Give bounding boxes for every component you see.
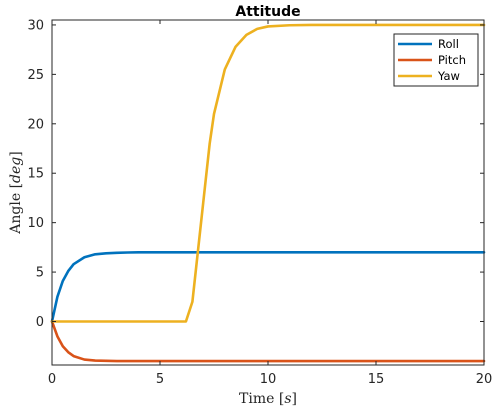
x-tick-label: 5	[156, 372, 164, 387]
y-axis-label-bracket-close: ]	[8, 151, 24, 156]
legend-label-yaw: Yaw	[437, 69, 460, 83]
plot-lines	[50, 23, 486, 363]
series-line-pitch	[50, 320, 486, 363]
legend-label-pitch: Pitch	[438, 53, 466, 67]
y-tick-label: 20	[27, 117, 44, 132]
x-axis-label-unit: s	[284, 391, 291, 407]
x-axis-label-bracket-close: ]	[292, 391, 297, 407]
y-tick-label: 30	[27, 18, 44, 33]
y-tick-label: 10	[27, 216, 44, 231]
x-axis-label-prefix: Time	[239, 391, 279, 407]
y-ticks: 0 5 10 15 20 25 30	[27, 18, 484, 330]
x-tick-label: 0	[48, 372, 56, 387]
x-tick-label: 10	[260, 372, 277, 387]
x-axis-label-bracket-open: [	[279, 391, 284, 407]
chart-title: Attitude	[235, 4, 300, 20]
y-tick-label: 0	[36, 315, 44, 330]
series-line-yaw	[50, 23, 486, 323]
y-tick-label: 25	[27, 68, 44, 83]
y-axis-label-prefix: Angle	[8, 188, 24, 234]
y-axis-label: Angle [deg]	[8, 151, 24, 234]
y-axis-label-bracket-open: [	[8, 183, 24, 188]
legend: Roll Pitch Yaw	[393, 33, 479, 87]
x-ticks: 0 5 10 15 20	[48, 20, 492, 387]
y-axis-label-unit: deg	[8, 157, 24, 183]
x-tick-label: 15	[368, 372, 385, 387]
y-tick-label: 5	[36, 266, 44, 281]
x-axis-label: Time [s]	[239, 391, 297, 407]
x-tick-label: 20	[476, 372, 493, 387]
legend-label-roll: Roll	[438, 37, 459, 51]
series-line-roll	[50, 251, 486, 323]
y-tick-label: 15	[27, 167, 44, 182]
